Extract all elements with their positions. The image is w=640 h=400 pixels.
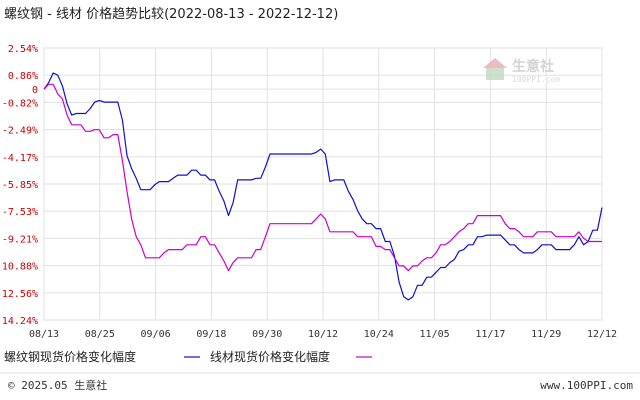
watermark-name: 生意社 — [512, 58, 554, 75]
y-tick-label: -7.53% — [2, 207, 38, 218]
x-tick-label: 10/12 — [308, 329, 338, 340]
y-tick-label: -4.17% — [2, 153, 38, 164]
x-tick-label: 09/06 — [141, 329, 171, 340]
legend-label-series-b: 线材现货价格变化幅度 — [210, 349, 330, 364]
y-tick-label: 0.86% — [8, 71, 38, 82]
watermark-url: 100PPI.com — [512, 75, 560, 84]
x-tick-label: 08/13 — [29, 329, 59, 340]
x-tick-label: 09/18 — [196, 329, 226, 340]
x-tick-label: 09/30 — [252, 329, 282, 340]
chart-title-main: 螺纹钢 - 线材 价格趋势比较 — [4, 6, 164, 22]
series — [43, 72, 603, 301]
series-line-b — [43, 83, 602, 272]
y-tick-label: -9.21% — [2, 234, 38, 245]
x-tick-label: 11/17 — [475, 329, 505, 340]
legend: 螺纹钢现货价格变化幅度 线材现货价格变化幅度 — [4, 349, 372, 364]
y-axis: 2.54% 0.86% 0 -0.82% -2.49% -4.17% -5.85% -7.53… — [0, 44, 38, 327]
x-tick-label: 11/29 — [531, 329, 561, 340]
y-tick-label: -12.56% — [0, 289, 38, 300]
y-tick-label: 0 — [32, 85, 38, 96]
x-tick-label: 11/05 — [420, 329, 450, 340]
x-tick-label: 08/25 — [85, 329, 115, 340]
chart-title: 螺纹钢 - 线材 价格趋势比较(2022-08-13 - 2022-12-12) — [4, 6, 338, 22]
y-tick-label: -10.88% — [0, 262, 38, 273]
footer-site: www.100PPI.com — [540, 379, 633, 392]
x-tick-label: 12/12 — [587, 329, 617, 340]
y-tick-label: -0.82% — [2, 98, 38, 109]
watermark: 生意社 100PPI.com — [483, 58, 560, 84]
footer-copyright: © 2025.05 生意社 — [8, 378, 107, 392]
chart-title-range: (2022-08-13 - 2022-12-12) — [164, 7, 338, 22]
y-tick-label: -2.49% — [2, 126, 38, 137]
watermark-logo-icon — [483, 58, 507, 80]
y-tick-label: -5.85% — [2, 180, 38, 191]
y-tick-label: -14.24% — [0, 316, 38, 327]
x-axis: 08/13 08/25 09/06 09/18 09/30 10/12 10/24 11/05… — [29, 329, 617, 340]
legend-label-series-a: 螺纹钢现货价格变化幅度 — [4, 349, 136, 364]
x-tick-label: 10/24 — [364, 329, 394, 340]
series-line-a — [43, 72, 603, 301]
y-tick-label: 2.54% — [8, 44, 38, 55]
